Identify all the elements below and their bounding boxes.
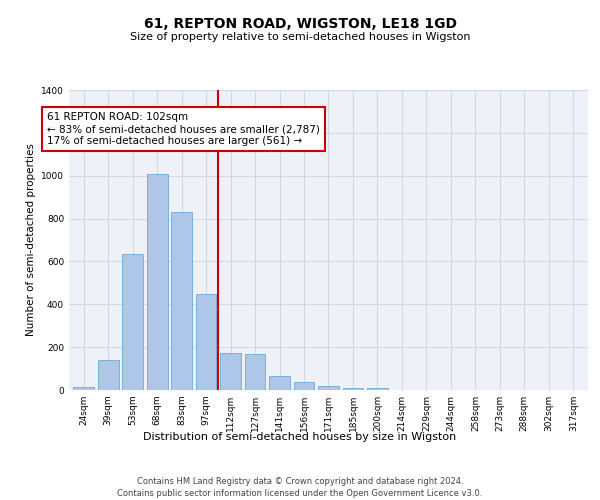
Bar	[245, 354, 265, 390]
Bar	[122, 254, 143, 390]
Text: Size of property relative to semi-detached houses in Wigston: Size of property relative to semi-detach…	[130, 32, 470, 42]
Bar	[293, 382, 314, 390]
Bar	[196, 294, 217, 390]
Bar	[73, 387, 94, 390]
Text: Distribution of semi-detached houses by size in Wigston: Distribution of semi-detached houses by …	[143, 432, 457, 442]
Bar	[98, 360, 119, 390]
Text: 61 REPTON ROAD: 102sqm
← 83% of semi-detached houses are smaller (2,787)
17% of : 61 REPTON ROAD: 102sqm ← 83% of semi-det…	[47, 112, 320, 146]
Bar	[147, 174, 167, 390]
Bar	[367, 388, 388, 390]
Bar	[220, 352, 241, 390]
Bar	[318, 386, 339, 390]
Text: Contains public sector information licensed under the Open Government Licence v3: Contains public sector information licen…	[118, 489, 482, 498]
Bar	[269, 376, 290, 390]
Text: 61, REPTON ROAD, WIGSTON, LE18 1GD: 61, REPTON ROAD, WIGSTON, LE18 1GD	[143, 18, 457, 32]
Bar	[171, 212, 192, 390]
Bar	[343, 388, 364, 390]
Text: Contains HM Land Registry data © Crown copyright and database right 2024.: Contains HM Land Registry data © Crown c…	[137, 478, 463, 486]
Y-axis label: Number of semi-detached properties: Number of semi-detached properties	[26, 144, 35, 336]
